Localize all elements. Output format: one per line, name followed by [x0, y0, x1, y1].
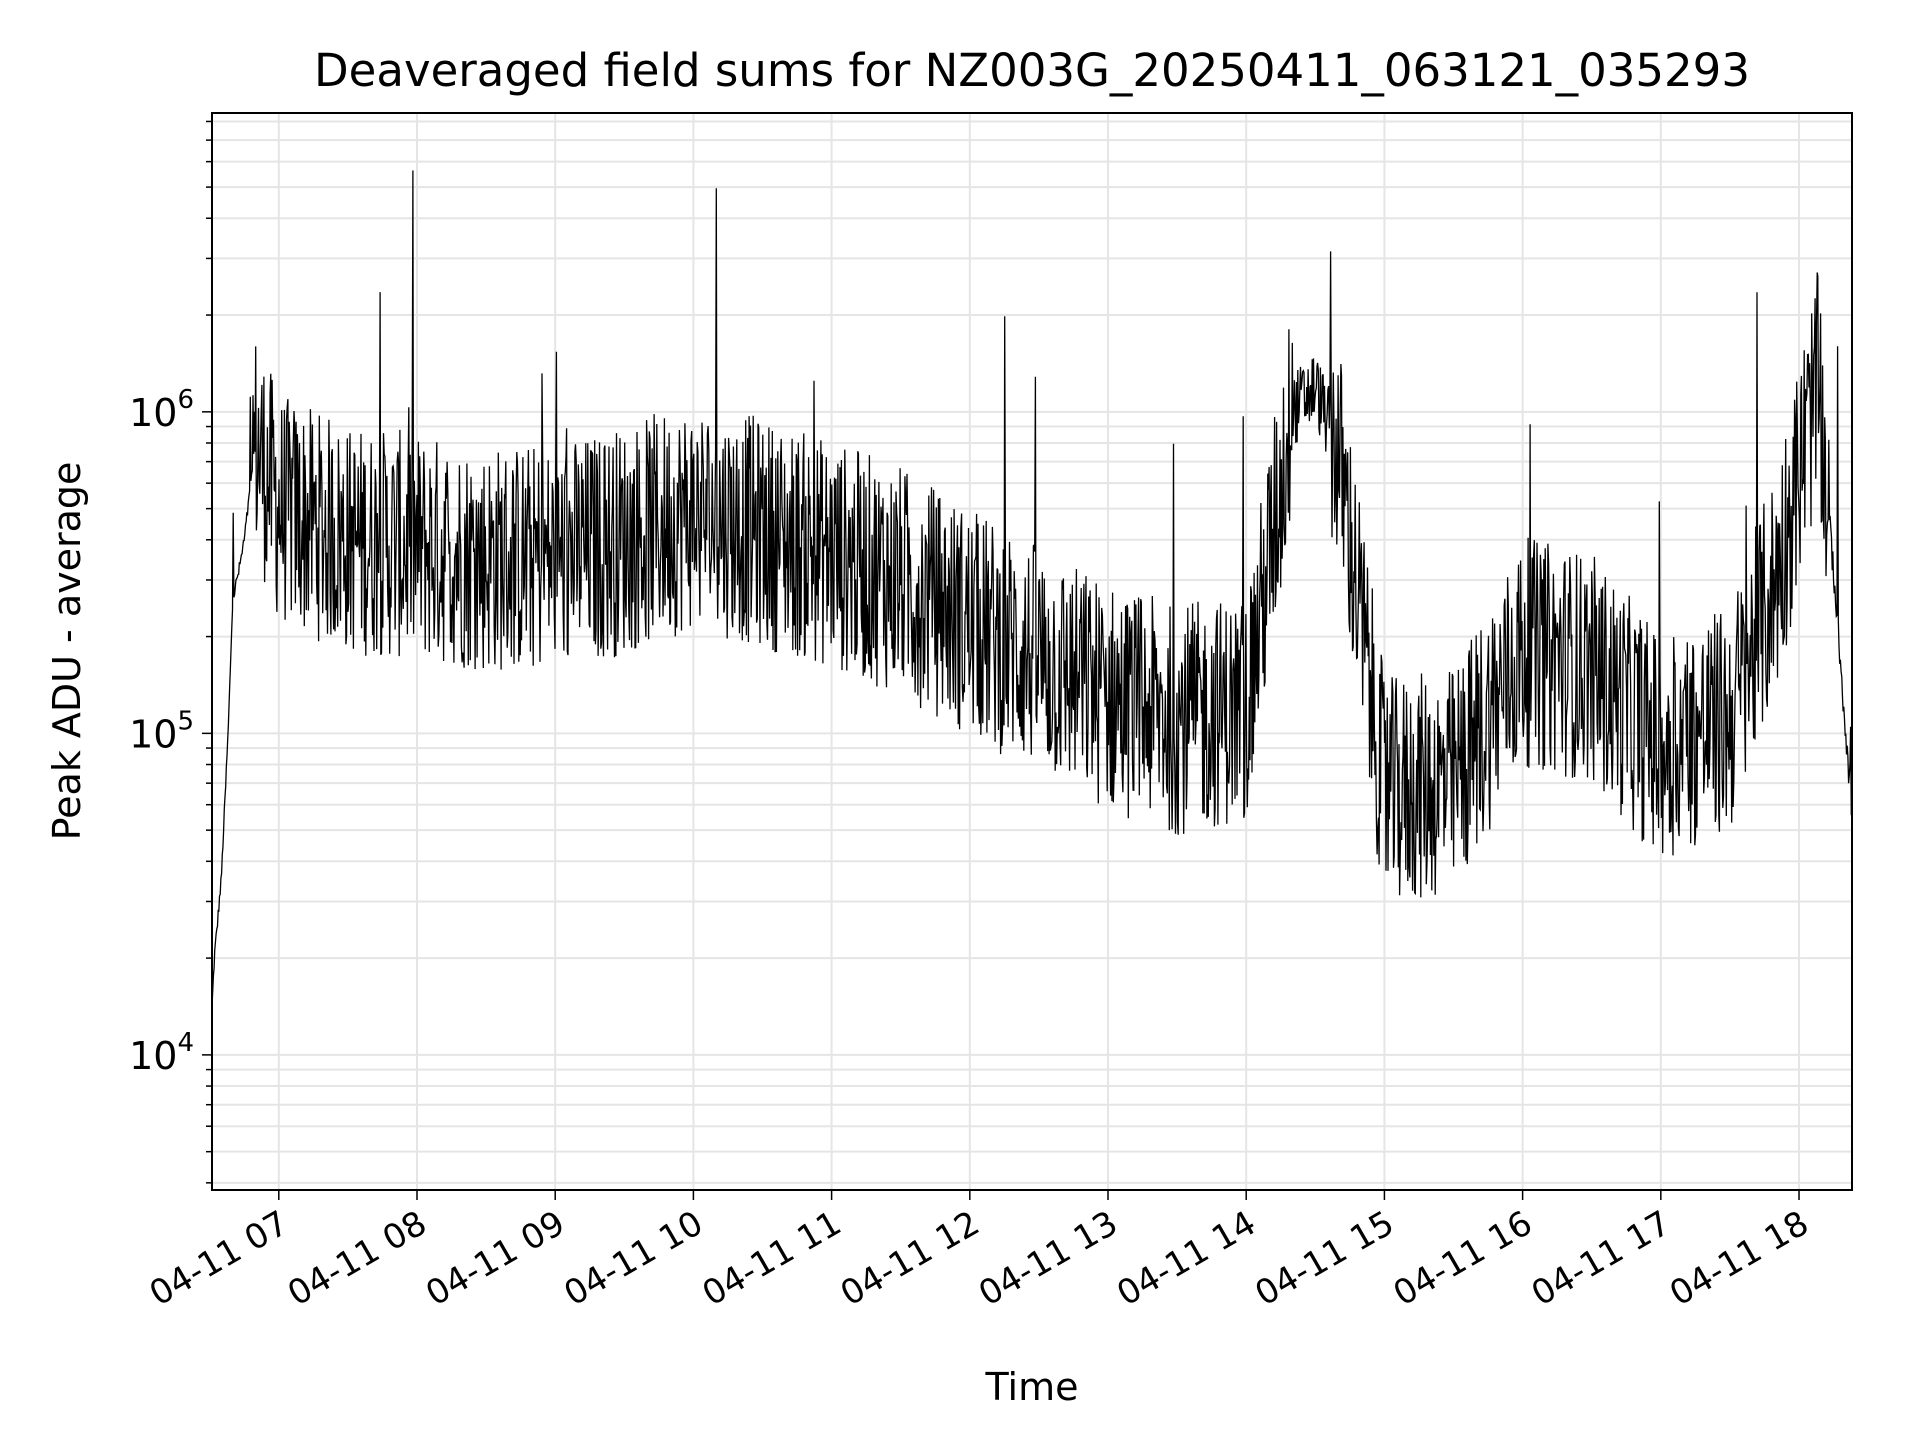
x-tick-label: 04-11 16	[1387, 1203, 1539, 1314]
chart-title: Deaveraged field sums for NZ003G_2025041…	[314, 44, 1750, 97]
y-tick-label: 105	[129, 706, 194, 756]
x-tick-label: 04-11 18	[1663, 1203, 1815, 1314]
x-tick-label: 04-11 11	[696, 1203, 848, 1314]
y-axis-ticks: 104 105 106	[129, 120, 212, 1184]
x-tick-label: 04-11 15	[1249, 1203, 1401, 1314]
x-tick-label: 04-11 10	[558, 1203, 710, 1314]
y-axis-label: Peak ADU - average	[45, 462, 89, 841]
x-tick-label: 04-11 17	[1525, 1203, 1677, 1314]
x-tick-label: 04-11 12	[834, 1203, 986, 1314]
x-tick-label: 04-11 08	[281, 1203, 433, 1314]
grid-lines	[212, 113, 1852, 1190]
x-tick-label: 04-11 09	[419, 1203, 571, 1314]
x-tick-label: 04-11 13	[972, 1203, 1124, 1314]
y-tick-label: 106	[129, 385, 194, 435]
series-line	[212, 170, 1852, 1006]
x-axis-label: Time	[985, 1365, 1079, 1409]
y-tick-label: 104	[129, 1028, 194, 1078]
plot-frame	[211, 112, 1853, 1191]
x-tick-label: 04-11 14	[1110, 1203, 1262, 1314]
x-tick-label: 04-11 07	[143, 1203, 295, 1314]
plot-area	[212, 170, 1852, 1006]
